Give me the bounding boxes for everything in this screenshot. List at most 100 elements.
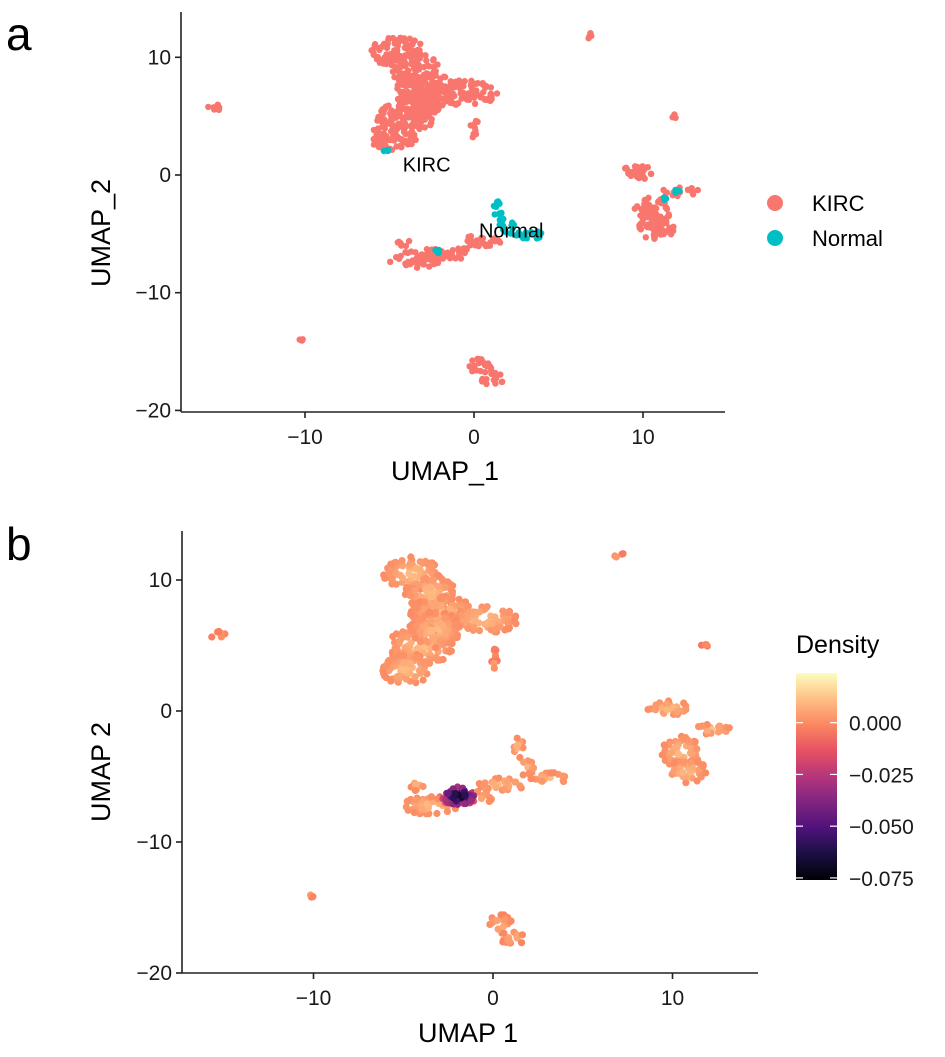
y-tick-label: 10	[149, 569, 172, 592]
point-density	[437, 601, 445, 610]
point-kirc	[649, 215, 656, 223]
x-tick-label: −10	[287, 426, 323, 449]
point-density	[511, 778, 519, 786]
point-kirc	[470, 121, 477, 128]
point-density	[513, 734, 521, 742]
point-density	[519, 771, 527, 779]
y-tick-label: 0	[159, 164, 171, 187]
point-kirc	[402, 37, 409, 44]
point-density	[441, 614, 449, 622]
point-density	[446, 639, 454, 648]
point-density	[491, 613, 499, 621]
point-kirc	[588, 32, 595, 40]
point-kirc	[396, 112, 404, 119]
point-kirc	[425, 248, 432, 256]
point-normal	[507, 230, 514, 237]
point-kirc	[388, 107, 395, 114]
point-density	[398, 634, 406, 642]
point-normal	[672, 186, 679, 194]
point-density	[520, 758, 528, 766]
point-kirc	[395, 120, 402, 128]
point-normal	[498, 210, 505, 217]
point-density	[412, 796, 420, 804]
point-density	[448, 588, 457, 596]
point-kirc	[411, 119, 419, 127]
point-normal	[493, 198, 501, 206]
point-kirc	[663, 189, 671, 196]
point-kirc	[417, 117, 425, 124]
point-kirc	[416, 82, 423, 90]
point-density	[454, 623, 462, 631]
y-tick-label: −10	[136, 831, 172, 854]
point-density	[444, 790, 453, 798]
point-density	[500, 785, 508, 793]
point-kirc	[398, 91, 405, 99]
point-kirc	[474, 355, 481, 363]
point-density	[403, 797, 411, 806]
point-density	[406, 669, 414, 678]
point-kirc	[630, 168, 637, 175]
point-density	[382, 674, 390, 682]
point-kirc	[414, 95, 421, 103]
point-kirc	[662, 218, 669, 226]
panel-b-points	[208, 550, 733, 947]
point-kirc	[446, 255, 454, 262]
point-kirc	[400, 128, 408, 136]
point-kirc	[380, 136, 387, 144]
point-kirc	[408, 57, 416, 65]
point-density	[505, 609, 513, 618]
panel-a-annotations: KIRC Normal	[403, 154, 544, 242]
point-density	[441, 639, 449, 647]
point-kirc	[411, 37, 418, 44]
point-density	[658, 751, 666, 759]
point-kirc	[428, 75, 436, 82]
point-density	[420, 598, 429, 606]
y-tick-label: 0	[160, 700, 172, 723]
point-kirc	[424, 113, 432, 120]
point-density	[410, 809, 418, 817]
point-kirc	[420, 261, 427, 268]
point-kirc	[457, 85, 464, 92]
point-density	[652, 706, 660, 714]
point-density	[516, 782, 524, 790]
point-density	[725, 724, 733, 732]
point-density	[385, 569, 393, 577]
point-density	[694, 758, 702, 766]
point-kirc	[430, 89, 437, 96]
point-kirc	[423, 57, 430, 64]
point-kirc	[380, 60, 387, 67]
point-kirc	[427, 100, 435, 108]
point-density	[698, 722, 706, 730]
point-kirc	[370, 49, 377, 57]
point-kirc	[647, 170, 655, 178]
point-kirc	[393, 125, 401, 133]
point-kirc	[406, 261, 414, 268]
point-density	[693, 745, 701, 753]
point-density	[402, 803, 410, 811]
point-density	[398, 557, 406, 565]
point-density	[409, 626, 417, 634]
point-density	[400, 666, 408, 674]
point-kirc	[381, 54, 389, 61]
point-kirc	[639, 164, 647, 172]
y-axis-title: UMAP_2	[86, 179, 116, 287]
point-normal	[496, 221, 503, 229]
point-kirc	[637, 226, 645, 233]
point-density	[481, 605, 489, 613]
point-kirc	[440, 73, 448, 80]
point-kirc	[393, 56, 400, 63]
point-kirc	[415, 253, 422, 260]
point-kirc	[393, 143, 400, 150]
point-density	[480, 782, 488, 790]
point-density	[433, 809, 441, 818]
point-density	[423, 800, 431, 808]
point-density	[513, 932, 521, 941]
point-density	[673, 744, 681, 752]
point-kirc	[426, 263, 433, 270]
point-density	[419, 782, 427, 791]
point-kirc	[408, 248, 415, 255]
point-density	[467, 797, 475, 805]
point-density	[702, 769, 710, 777]
point-density	[674, 750, 682, 758]
